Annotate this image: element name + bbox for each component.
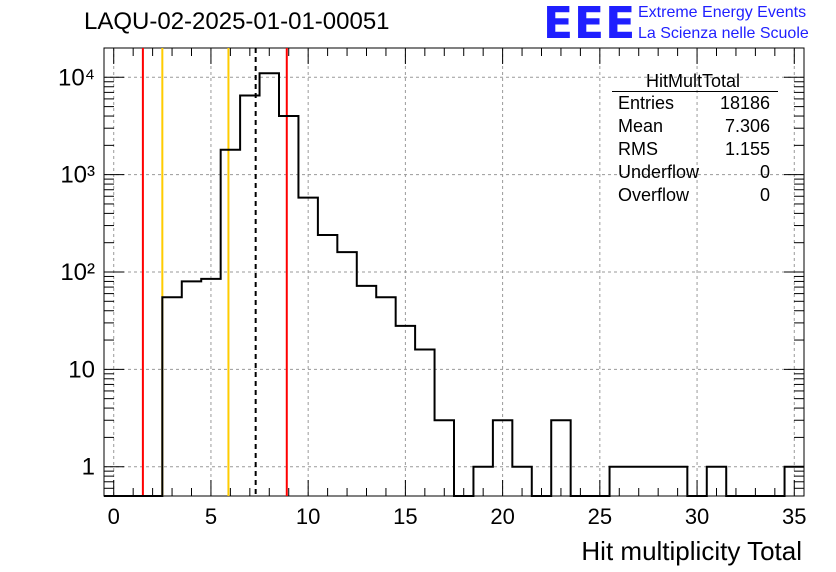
histogram-bin <box>629 467 648 496</box>
logo-line-2: La Scienza nelle Scuole <box>638 25 809 42</box>
stats-title: HitMultTotal <box>645 71 741 91</box>
stats-label: RMS <box>618 139 658 159</box>
histogram-bin <box>785 467 804 496</box>
histogram-bin <box>357 286 376 496</box>
stats-value: 0 <box>759 162 770 182</box>
stats-value: 0 <box>759 185 770 205</box>
stats-label: Mean <box>618 116 664 136</box>
x-tick-label: 15 <box>393 504 417 529</box>
histogram-bin <box>435 420 454 496</box>
x-tick-label: 30 <box>685 504 709 529</box>
histogram-bin <box>201 279 220 496</box>
histogram-bin <box>610 467 629 496</box>
stats-title-rule <box>612 91 778 92</box>
stats-box: HitMultTotal Entries 18186 Mean 7.306 RM… <box>612 70 778 207</box>
histogram-bin <box>512 467 531 496</box>
histogram-bin <box>648 467 667 496</box>
histogram-bin <box>473 467 492 496</box>
histogram-bin <box>260 73 279 496</box>
histogram-bin <box>182 281 201 496</box>
histogram-bin <box>668 467 687 496</box>
eee-logo: EEE <box>543 0 637 49</box>
y-tick-label: 10⁴ <box>58 64 95 91</box>
ticks-layer <box>104 47 804 497</box>
histogram-bin <box>221 150 240 496</box>
histogram-bin <box>298 198 317 496</box>
histogram-bin <box>337 252 356 496</box>
x-tick-label: 35 <box>782 504 806 529</box>
stats-row: Entries 18186 <box>612 92 774 115</box>
histogram-bin <box>551 420 570 496</box>
histogram-outline <box>104 72 804 497</box>
stats-value: 18186 <box>719 93 770 113</box>
stats-row: Underflow 0 <box>612 161 774 184</box>
logo-line-1: Extreme Energy Events <box>638 4 807 21</box>
histogram-bin <box>162 297 181 496</box>
y-tick-label: 10² <box>60 259 95 286</box>
histogram-layer <box>104 72 804 497</box>
stats-value: 7.306 <box>724 116 770 136</box>
stats-row: Mean 7.306 <box>612 115 774 138</box>
stats-label: Underflow <box>618 162 700 182</box>
stats-label: Entries <box>618 93 675 113</box>
y-tick-label: 10 <box>68 356 95 383</box>
tick-labels: 0 5 10 15 20 25 30 35 1 10 10² 10³ 10⁴ <box>58 64 807 529</box>
histogram-bin <box>415 349 434 496</box>
histogram-bin <box>376 297 395 496</box>
histogram-bin <box>396 326 415 496</box>
x-tick-label: 5 <box>205 504 217 529</box>
x-tick-label: 10 <box>296 504 320 529</box>
y-tick-label: 1 <box>82 454 95 481</box>
stats-row: RMS 1.155 <box>612 138 774 161</box>
histogram-bin <box>279 116 298 496</box>
chart-title: LAQU-02-2025-01-01-00051 <box>84 8 390 35</box>
stats-value: 1.155 <box>724 139 770 159</box>
x-tick-label: 25 <box>588 504 612 529</box>
stats-label: Overflow <box>618 185 690 205</box>
histogram-bin <box>493 420 512 496</box>
histogram-bin <box>318 235 337 496</box>
x-tick-label: 20 <box>490 504 514 529</box>
histogram-bin <box>707 467 726 496</box>
histogram-bin <box>240 96 259 496</box>
x-axis-label: Hit multiplicity Total <box>581 536 802 566</box>
stats-row: Overflow 0 <box>612 184 774 207</box>
x-tick-label: 0 <box>108 504 120 529</box>
y-tick-label: 10³ <box>60 162 95 189</box>
